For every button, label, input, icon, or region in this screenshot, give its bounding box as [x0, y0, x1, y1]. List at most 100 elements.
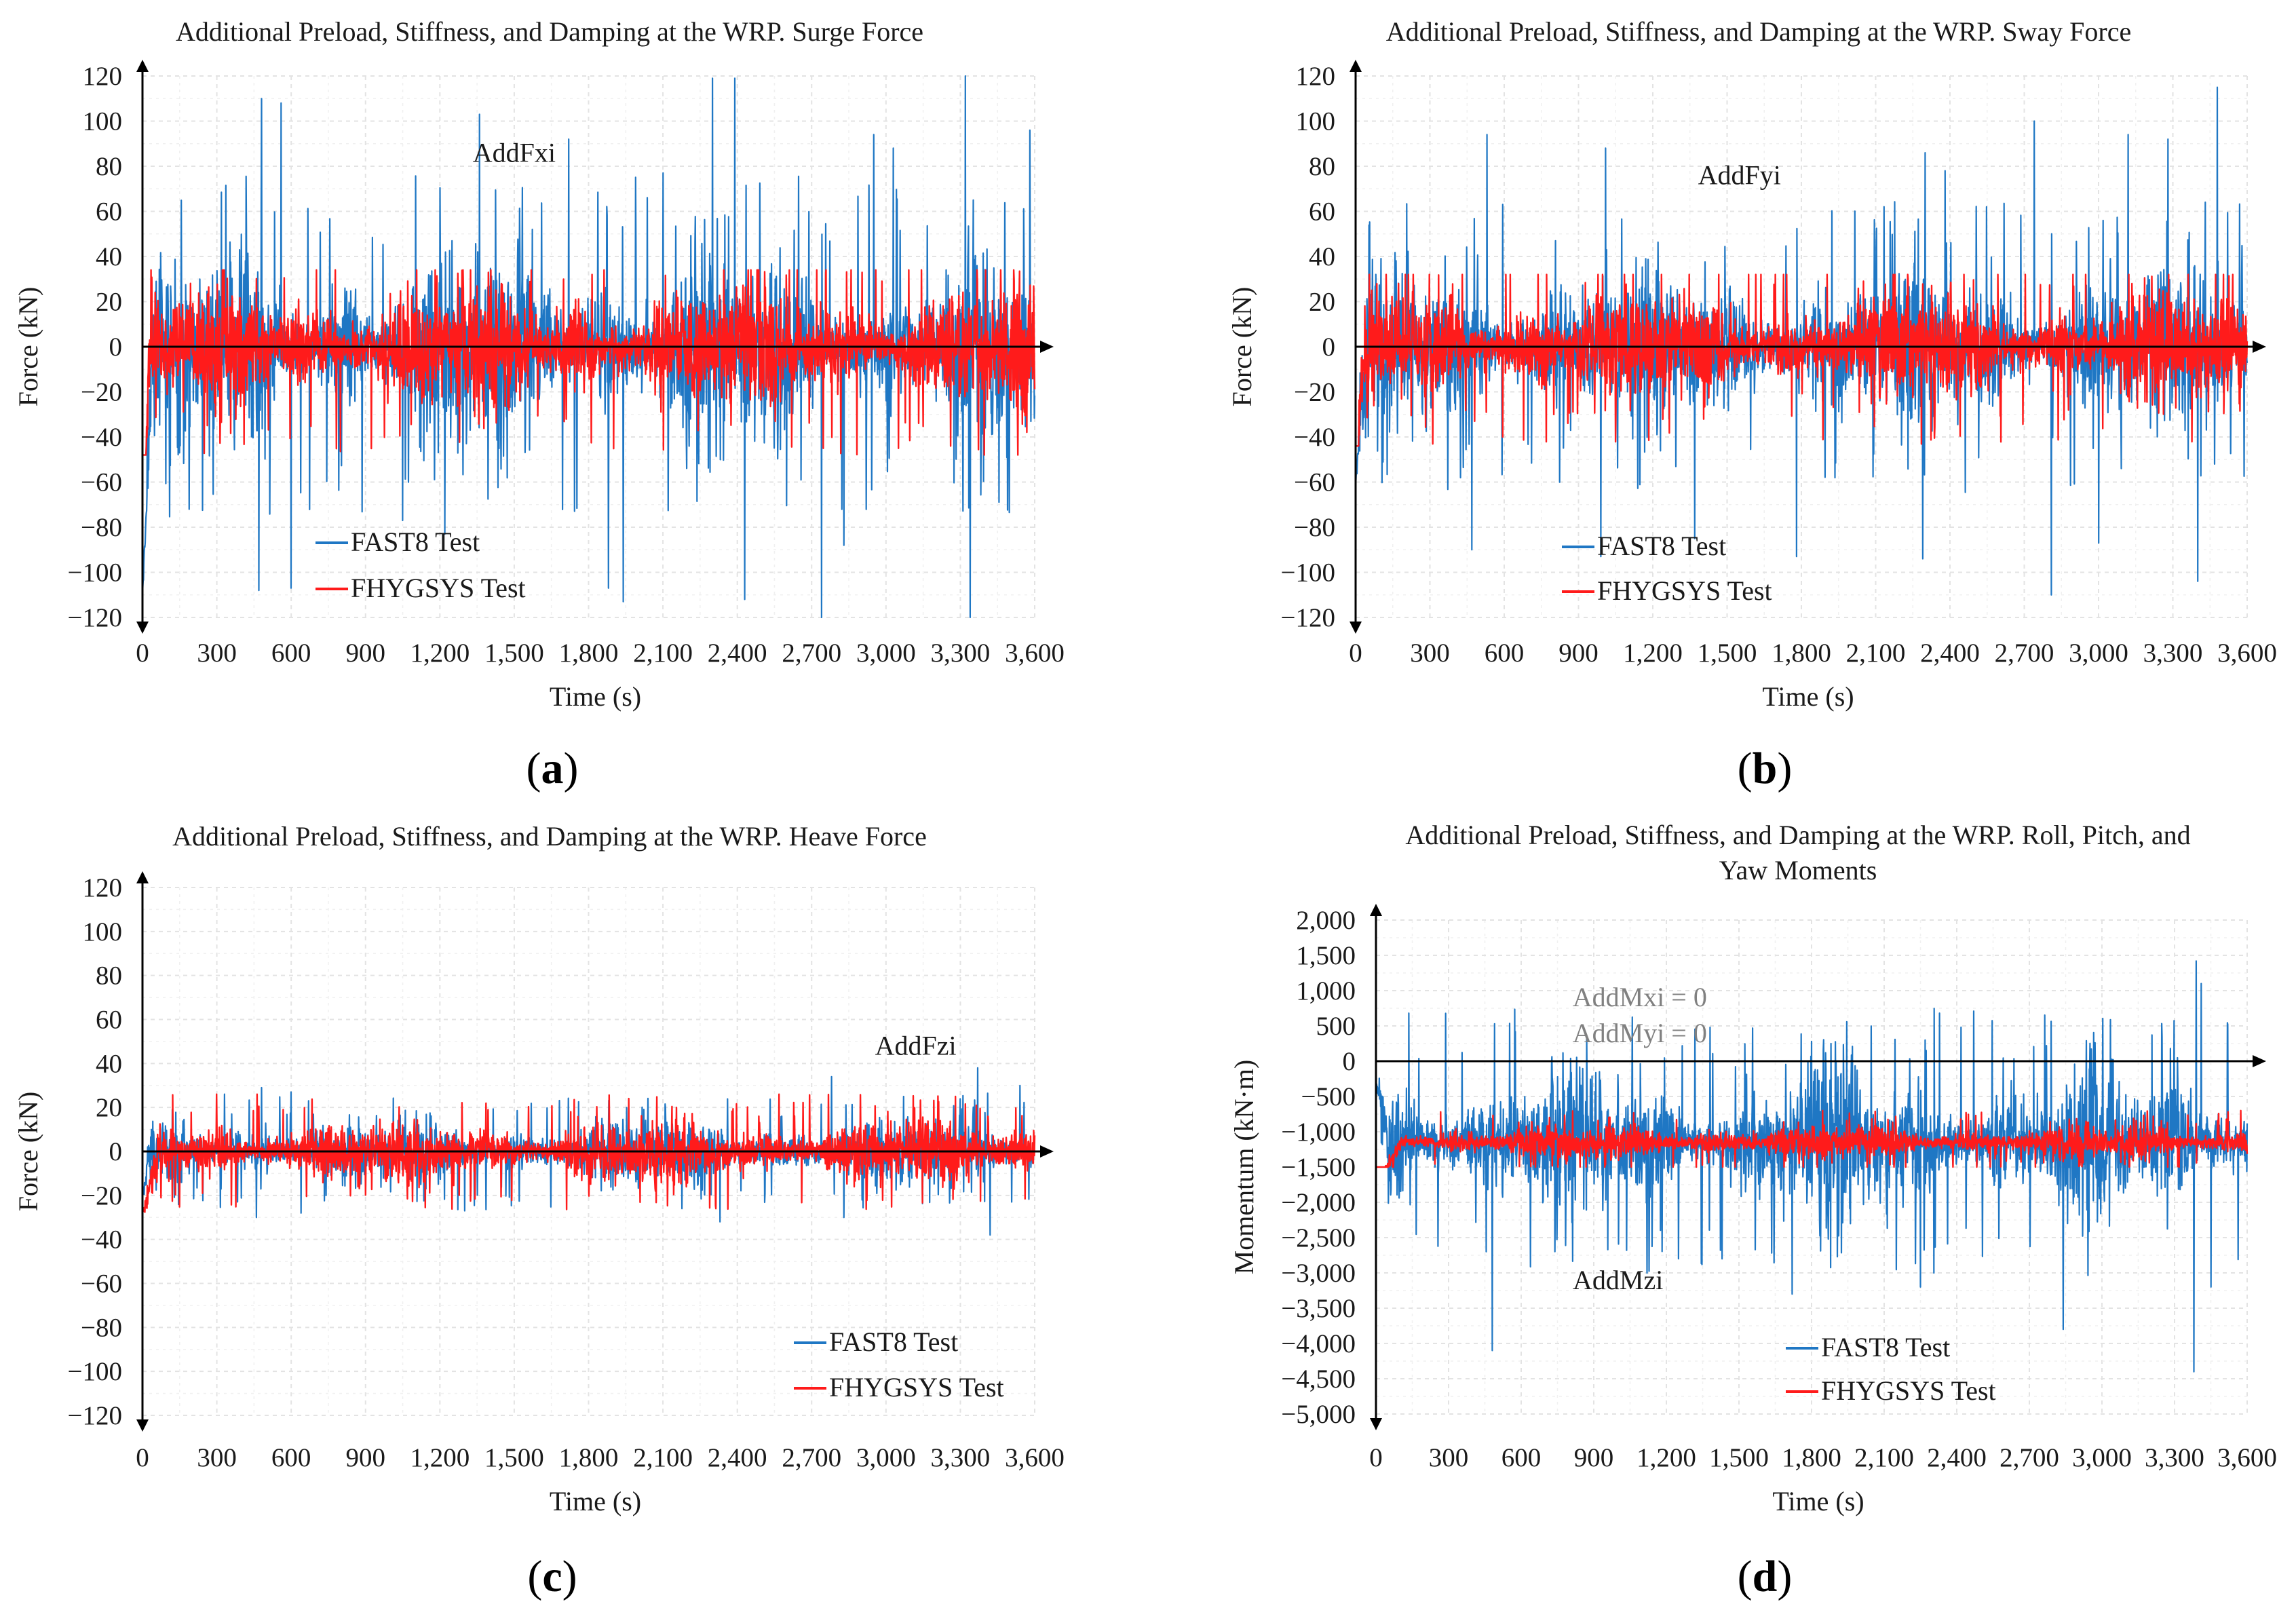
x-tick-label: 3,600	[2217, 638, 2277, 668]
x-tick-label: 900	[1558, 638, 1599, 668]
series-group	[1375, 960, 2249, 1373]
x-tick-label: 1,200	[1623, 638, 1683, 668]
x-axis-arrow	[1040, 1145, 1054, 1158]
y-tick-label: 1,500	[1296, 941, 1356, 970]
x-axis-arrow	[1040, 341, 1054, 353]
y-tick-label: 40	[96, 1049, 122, 1078]
x-tick-label: 300	[197, 638, 237, 668]
x-tick-label: 2,700	[1995, 638, 2054, 668]
y-tick-label: 120	[83, 873, 123, 902]
y-tick-label: −40	[81, 1225, 122, 1255]
y-tick-label: −4,500	[1281, 1364, 1356, 1394]
legend: FAST8 Test FHYGSYS Test	[794, 1326, 1004, 1402]
x-axis-label: Time (s)	[1762, 681, 1854, 712]
chart-title: Additional Preload, Stiffness, and Dampi…	[1386, 16, 2131, 47]
y-tick-label: −20	[81, 378, 122, 407]
y-axis-arrow-up	[1350, 60, 1362, 72]
legend: FAST8 Test FHYGSYS Test	[1562, 531, 1772, 606]
x-tick-label: 600	[1485, 638, 1525, 668]
y-tick-label: 2,000	[1296, 906, 1356, 935]
y-tick-label: 20	[96, 1093, 122, 1122]
y-tick-label: 60	[96, 1006, 122, 1035]
y-tick-label: −5,000	[1281, 1400, 1356, 1429]
y-tick-label: −2,000	[1281, 1188, 1356, 1217]
y-tick-label: 80	[1309, 152, 1335, 181]
x-axis-arrow	[2253, 341, 2266, 353]
y-axis-label: Force (kN)	[13, 1092, 43, 1212]
x-tick-label: 3,600	[2217, 1443, 2277, 1472]
legend-label-fhygsys: FHYGSYS Test	[351, 573, 526, 603]
axes	[136, 871, 1054, 1432]
annotation-addfyi: AddFyi	[1698, 160, 1781, 191]
y-tick-label: 40	[1309, 242, 1335, 271]
chart-c: Additional Preload, Stiffness, and Dampi…	[13, 821, 1065, 1516]
annotation-addmxi: AddMxi = 0	[1573, 982, 1707, 1012]
x-tick-label: 600	[1501, 1443, 1542, 1472]
x-tick-label: 3,000	[2069, 638, 2128, 668]
x-tick-label: 1,500	[1709, 1443, 1769, 1472]
y-tick-label: −1,000	[1281, 1118, 1356, 1147]
x-tick-label: 2,700	[782, 638, 841, 668]
x-tick-label: 300	[1410, 638, 1450, 668]
x-tick-label: 3,300	[931, 638, 991, 668]
y-tick-label: 100	[1296, 107, 1336, 136]
y-tick-label: 100	[83, 107, 123, 136]
chart-panel-d: Additional Preload, Stiffness, and Dampi…	[1148, 812, 2296, 1623]
x-axis-label: Time (s)	[550, 1486, 641, 1516]
x-tick-label: 600	[271, 1443, 311, 1472]
legend-label-fhygsys: FHYGSYS Test	[829, 1372, 1004, 1402]
series-group	[141, 1067, 1036, 1236]
y-tick-label: 40	[96, 242, 122, 271]
y-tick-label: 80	[96, 961, 122, 991]
x-tick-label: 1,800	[559, 638, 619, 668]
y-tick-label: −100	[68, 1357, 123, 1386]
legend-label-fhygsys: FHYGSYS Test	[1597, 575, 1772, 606]
y-tick-label: 60	[96, 197, 122, 227]
series-line-fast8	[1375, 960, 2249, 1373]
x-tick-label: 3,000	[856, 1443, 916, 1472]
y-tick-label: 500	[1316, 1012, 1356, 1041]
y-tick-label: 0	[109, 332, 123, 362]
y-tick-label: −80	[81, 513, 122, 542]
x-tick-label: 2,400	[708, 1443, 767, 1472]
y-axis-arrow-down	[1350, 622, 1362, 634]
legend: FAST8 Test FHYGSYS Test	[315, 527, 526, 603]
y-tick-label: 60	[1309, 197, 1335, 227]
y-tick-label: −100	[68, 558, 123, 588]
y-tick-label: −100	[1281, 558, 1336, 588]
y-tick-label: 20	[1309, 288, 1335, 317]
panel-label-c: (c)	[527, 1552, 577, 1601]
y-axis-label: Momentum (kN·m)	[1229, 1060, 1259, 1275]
chart-title: Additional Preload, Stiffness, and Dampi…	[176, 16, 923, 47]
x-tick-label: 1,500	[1698, 638, 1757, 668]
x-tick-label: 0	[1349, 638, 1362, 668]
x-tick-label: 2,400	[708, 638, 767, 668]
y-tick-label: 0	[1322, 332, 1336, 362]
annotation-addmzi: AddMzi	[1573, 1265, 1663, 1295]
y-tick-label: 120	[1296, 62, 1336, 91]
x-tick-label: 2,700	[782, 1443, 841, 1472]
x-tick-label: 1,200	[410, 1443, 470, 1472]
y-tick-label: 20	[96, 288, 122, 317]
chart-panel-c: Additional Preload, Stiffness, and Dampi…	[0, 812, 1148, 1623]
tick-labels: 0 300 600 900 1,200 1,500 1,800 2,100 2,400 2,700…	[68, 873, 1065, 1472]
x-tick-label: 1,200	[410, 638, 470, 668]
x-tick-label: 2,400	[1920, 638, 1980, 668]
x-tick-label: 0	[1369, 1443, 1383, 1472]
y-tick-label: −2,500	[1281, 1223, 1356, 1253]
x-tick-label: 2,100	[633, 638, 693, 668]
y-tick-label: −80	[81, 1313, 122, 1342]
x-tick-label: 1,800	[1782, 1443, 1841, 1472]
y-axis-arrow-down	[136, 622, 149, 634]
series-group	[141, 75, 1036, 619]
y-tick-label: 120	[83, 62, 123, 91]
y-tick-label: −60	[81, 468, 122, 497]
y-tick-label: −3,000	[1281, 1259, 1356, 1288]
y-tick-label: −60	[1294, 468, 1335, 497]
panel-label-a: (a)	[526, 744, 579, 793]
chart-panel-b: Additional Preload, Stiffness, and Dampi…	[1148, 0, 2296, 812]
y-axis-arrow-down	[136, 1419, 149, 1432]
y-axis-label: Force (kN)	[1227, 287, 1257, 407]
x-tick-label: 2,400	[1927, 1443, 1987, 1472]
y-tick-label: −120	[68, 1401, 123, 1430]
